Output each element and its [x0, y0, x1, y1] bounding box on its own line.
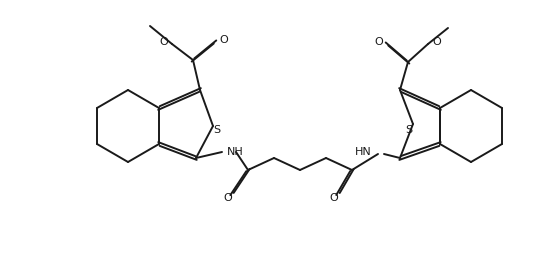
- Text: S: S: [213, 125, 220, 135]
- Text: S: S: [405, 125, 412, 135]
- Text: O: O: [330, 193, 339, 203]
- Text: HN: HN: [355, 147, 372, 157]
- Text: O: O: [432, 37, 441, 47]
- Text: NH: NH: [227, 147, 244, 157]
- Text: O: O: [374, 37, 383, 47]
- Text: O: O: [219, 35, 228, 45]
- Text: O: O: [159, 37, 168, 47]
- Text: O: O: [224, 193, 232, 203]
